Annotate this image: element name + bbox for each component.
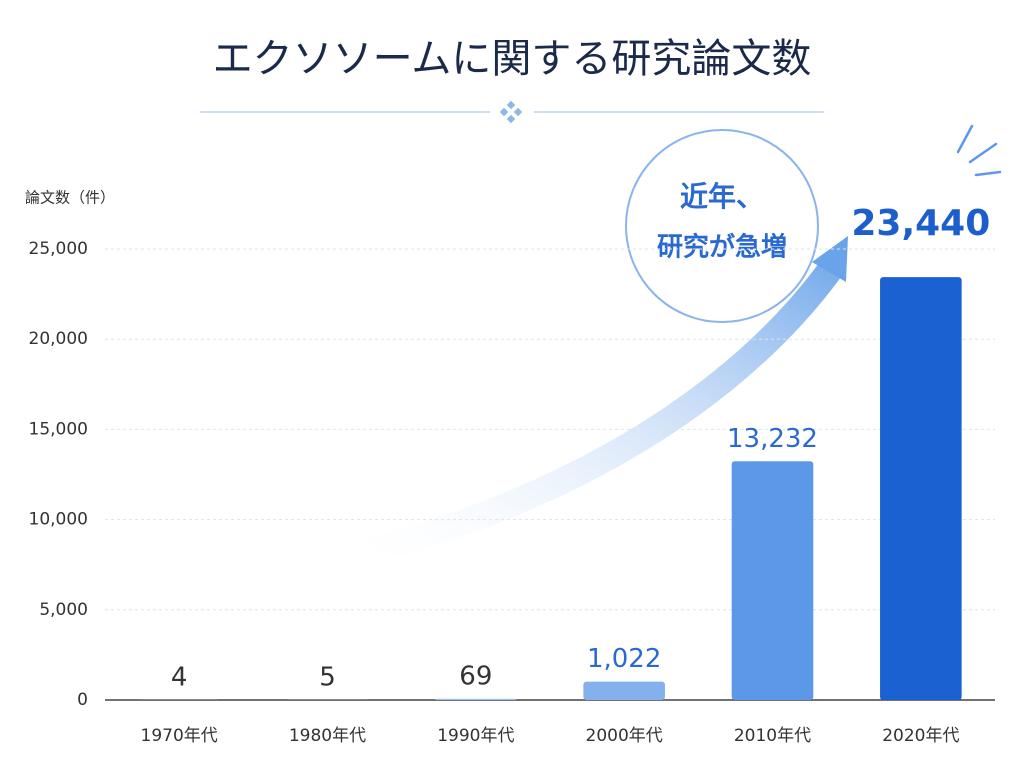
bar (435, 698, 517, 700)
value-label: 5 (319, 662, 336, 692)
trend-arrow-head (812, 236, 848, 282)
value-label: 1,022 (587, 644, 661, 674)
value-label: 23,440 (851, 203, 990, 244)
y-tick-label: 0 (77, 690, 88, 710)
x-tick-label: 1980年代 (289, 726, 366, 746)
decor-diamond (499, 100, 523, 124)
x-tick-label: 2020年代 (882, 726, 959, 746)
chart-title: エクソソームに関する研究論文数 (213, 36, 812, 82)
y-tick-label: 10,000 (29, 510, 88, 530)
bar (880, 277, 962, 700)
bar (731, 461, 814, 700)
sparkle (956, 124, 1002, 177)
callout-text: 研究が急増 (657, 232, 787, 263)
bar (583, 681, 665, 700)
x-tick-label: 2010年代 (734, 726, 811, 746)
value-label: 4 (171, 662, 188, 692)
y-tick-label: 25,000 (29, 239, 88, 259)
x-tick-label: 1990年代 (437, 726, 514, 746)
trend-arrow (317, 257, 843, 573)
value-label: 69 (459, 661, 492, 691)
y-tick-label: 20,000 (29, 329, 88, 349)
y-tick-label: 15,000 (29, 419, 88, 439)
y-tick-label: 5,000 (39, 600, 88, 620)
y-axis-label: 論文数（件） (25, 189, 115, 207)
x-tick-label: 1970年代 (141, 726, 218, 746)
callout-circle (625, 129, 819, 323)
callout-text: 近年、 (680, 180, 764, 213)
value-label: 13,232 (727, 424, 818, 454)
x-tick-label: 2000年代 (586, 726, 663, 746)
